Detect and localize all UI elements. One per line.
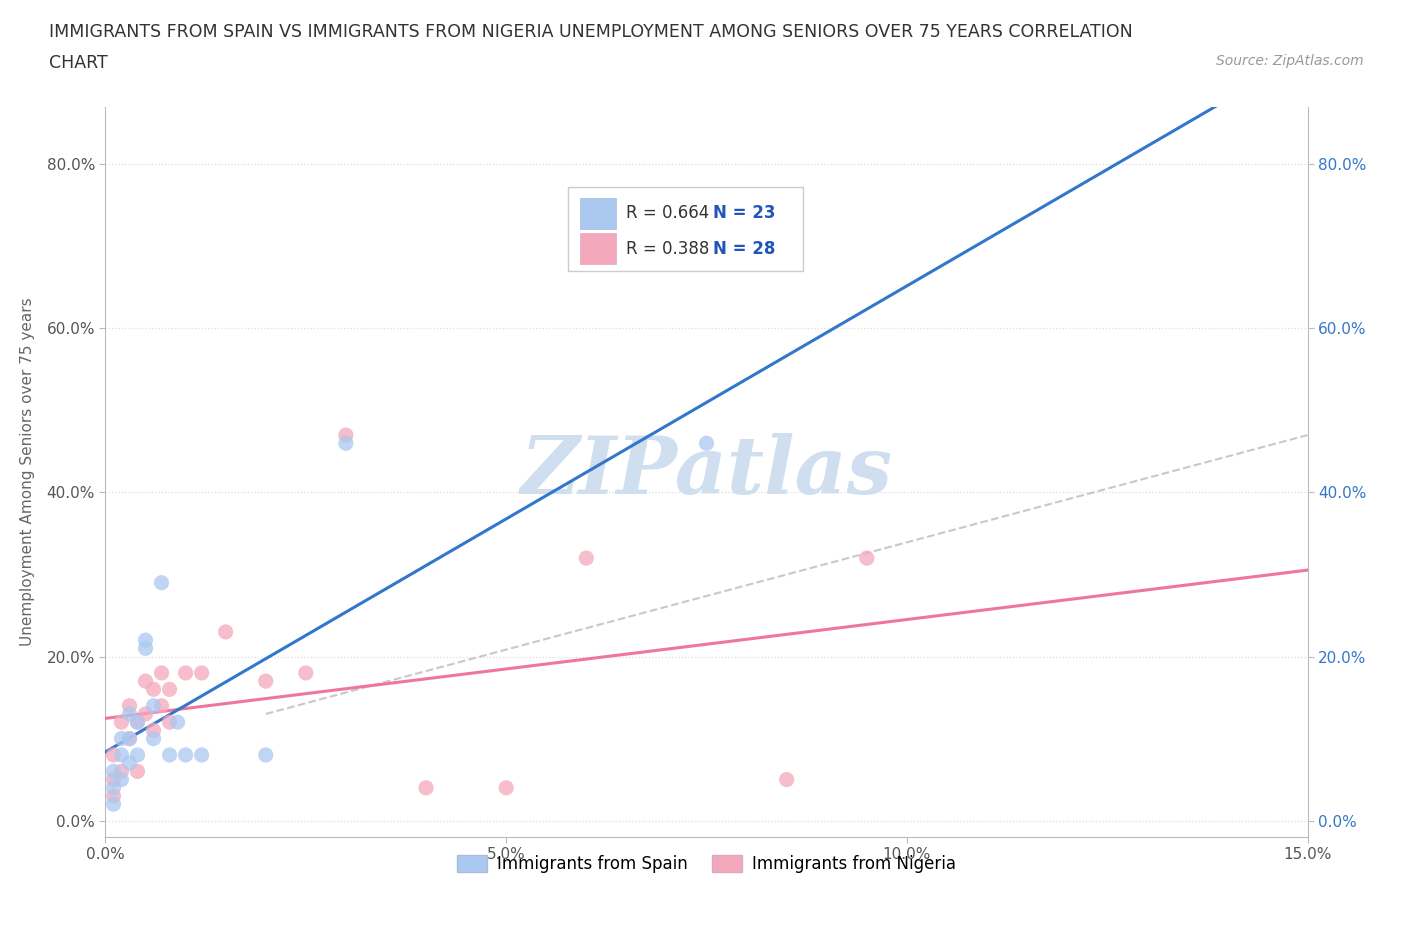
Point	[118, 698, 141, 713]
Point	[776, 772, 799, 787]
Point	[335, 436, 357, 451]
Point	[127, 715, 149, 730]
Point	[166, 715, 188, 730]
Point	[135, 707, 157, 722]
Text: N = 23: N = 23	[713, 204, 775, 222]
Point	[295, 666, 318, 681]
Point	[110, 772, 132, 787]
Point	[103, 789, 125, 804]
Point	[150, 698, 173, 713]
Point	[135, 673, 157, 688]
Point	[159, 715, 181, 730]
Text: ZIPatlas: ZIPatlas	[520, 433, 893, 511]
Point	[118, 731, 141, 746]
Point	[110, 731, 132, 746]
Text: CHART: CHART	[49, 54, 108, 72]
Point	[110, 715, 132, 730]
Point	[142, 731, 165, 746]
Point	[142, 723, 165, 737]
Point	[150, 576, 173, 591]
Point	[135, 632, 157, 647]
Point	[118, 731, 141, 746]
Point	[159, 748, 181, 763]
Point	[118, 707, 141, 722]
Text: R = 0.388: R = 0.388	[626, 240, 710, 258]
Point	[103, 748, 125, 763]
Point	[254, 748, 277, 763]
Point	[190, 666, 212, 681]
Point	[254, 673, 277, 688]
Point	[110, 764, 132, 778]
Point	[118, 756, 141, 771]
Point	[415, 780, 437, 795]
Legend: Immigrants from Spain, Immigrants from Nigeria: Immigrants from Spain, Immigrants from N…	[450, 848, 963, 880]
FancyBboxPatch shape	[581, 233, 616, 264]
Point	[335, 428, 357, 443]
Text: R = 0.664: R = 0.664	[626, 204, 709, 222]
Point	[127, 748, 149, 763]
FancyBboxPatch shape	[568, 187, 803, 272]
Point	[159, 682, 181, 697]
Point	[103, 797, 125, 812]
Point	[127, 715, 149, 730]
Point	[190, 748, 212, 763]
Point	[575, 551, 598, 565]
Point	[214, 624, 236, 639]
Text: Source: ZipAtlas.com: Source: ZipAtlas.com	[1216, 54, 1364, 68]
Point	[495, 780, 517, 795]
Point	[127, 764, 149, 778]
Point	[855, 551, 877, 565]
Point	[696, 436, 718, 451]
Point	[110, 748, 132, 763]
Point	[174, 748, 197, 763]
Point	[103, 772, 125, 787]
Point	[142, 698, 165, 713]
Point	[135, 641, 157, 656]
Point	[142, 682, 165, 697]
Y-axis label: Unemployment Among Seniors over 75 years: Unemployment Among Seniors over 75 years	[21, 298, 35, 646]
FancyBboxPatch shape	[581, 198, 616, 229]
Point	[103, 764, 125, 778]
Text: IMMIGRANTS FROM SPAIN VS IMMIGRANTS FROM NIGERIA UNEMPLOYMENT AMONG SENIORS OVER: IMMIGRANTS FROM SPAIN VS IMMIGRANTS FROM…	[49, 23, 1133, 41]
Point	[103, 780, 125, 795]
Point	[150, 666, 173, 681]
Point	[174, 666, 197, 681]
Text: N = 28: N = 28	[713, 240, 775, 258]
